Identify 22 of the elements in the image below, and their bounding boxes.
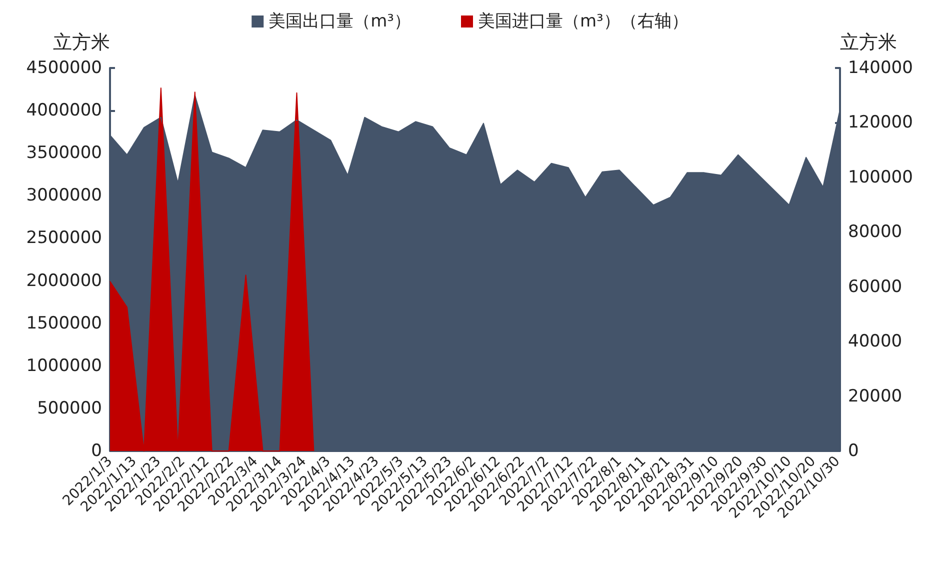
y-tick-label: 1500000 [26, 313, 102, 334]
y-tick-label: 1000000 [26, 356, 102, 376]
y2-tick-label: 60000 [848, 276, 902, 297]
y-tick-label: 3500000 [26, 143, 102, 164]
y2-tick-label: 80000 [848, 222, 902, 242]
y-tick-label: 4000000 [26, 100, 102, 121]
y-tick-label: 4500000 [26, 58, 102, 78]
y2-tick-label: 120000 [848, 112, 913, 133]
y-tick-label: 2000000 [26, 270, 102, 291]
y2-tick-label: 100000 [848, 167, 913, 188]
y-tick-label: 2500000 [26, 228, 102, 248]
y-tick-label: 0 [91, 441, 102, 461]
y2-tick-label: 0 [848, 441, 859, 461]
y-tick-label: 3000000 [26, 186, 102, 206]
y2-tick-label: 140000 [848, 58, 913, 78]
y2-tick-label: 40000 [848, 332, 902, 352]
y2-tick-label: 20000 [848, 386, 902, 406]
y-axis-title: 立方米 [53, 32, 110, 54]
legend-label: 美国出口量（m³） [268, 12, 411, 32]
y2-axis-title: 立方米 [840, 32, 897, 54]
y-tick-label: 500000 [37, 398, 102, 418]
legend-label: 美国进口量（m³）（右轴） [478, 12, 688, 32]
